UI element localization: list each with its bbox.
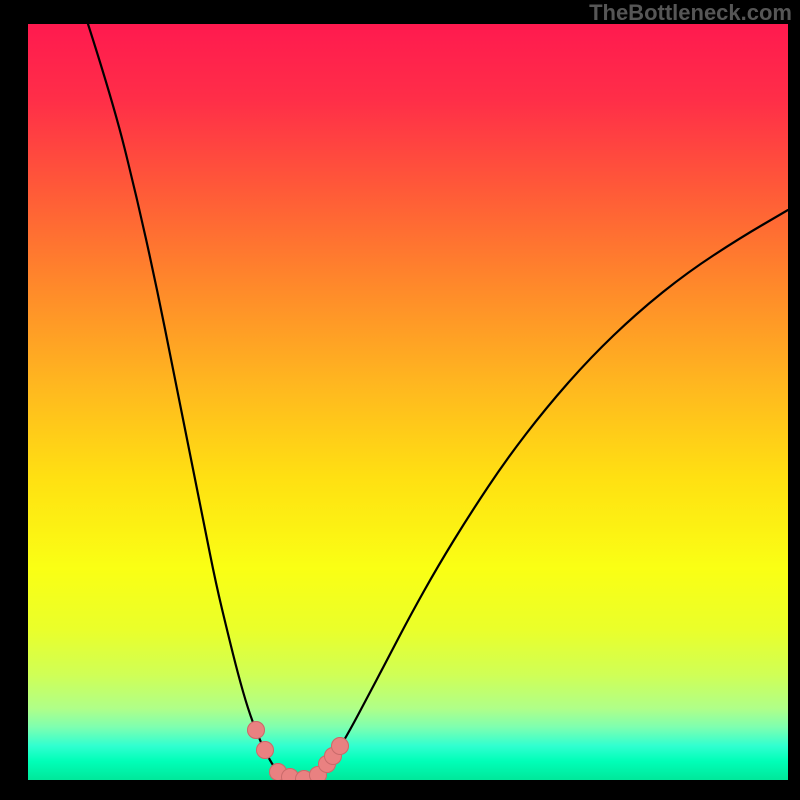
curve-marker xyxy=(256,741,274,759)
chart-plot-area xyxy=(28,24,788,780)
curve-marker xyxy=(331,737,349,755)
watermark-text: TheBottleneck.com xyxy=(589,0,792,26)
markers-layer xyxy=(28,24,788,780)
curve-marker xyxy=(247,721,265,739)
